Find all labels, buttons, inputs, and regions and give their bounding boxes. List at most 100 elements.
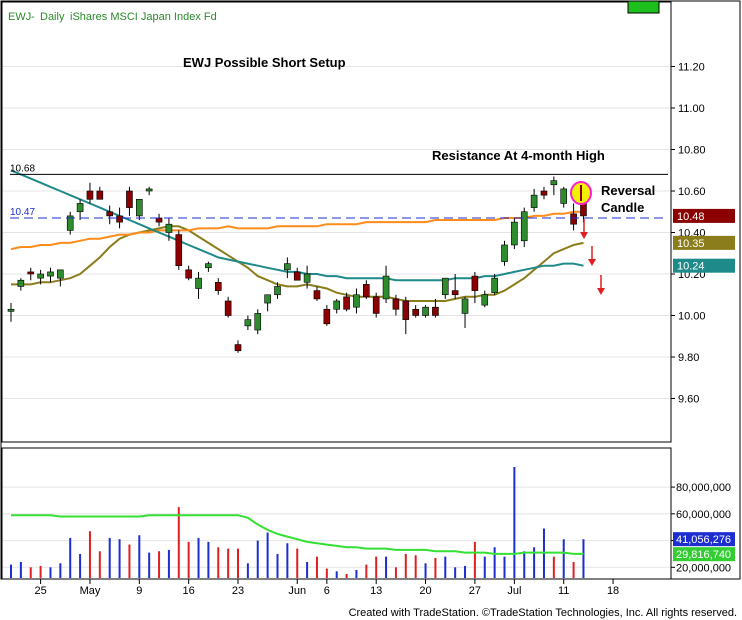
price-tick-label: 10.60 [678,186,706,198]
candle-body [451,290,459,296]
candle-body [205,263,212,269]
candle-body [7,308,15,312]
price-tag-label: 10.24 [677,261,705,273]
price-tick-label: 11.00 [678,103,705,115]
volume-tag-label: 29,816,740 [676,549,731,561]
price-tick-label: 10.80 [678,145,706,157]
price-tag-label: 10.48 [677,211,705,223]
candle-body [195,277,202,289]
candle-body [165,223,173,233]
candle-body [185,269,192,279]
resistance-level-label: 10.68 [10,163,35,174]
candle-body [353,294,360,308]
candle-body [540,190,548,196]
volume-tick-label: 60,000,000 [676,509,731,521]
volume-bars [10,467,585,578]
volume-average-line [11,514,584,555]
support-level-label: 10.47 [10,207,35,218]
date-tick-label: 27 [469,585,481,597]
date-axis: 25 May 9 16 23 Jun 6 13 20 27 Jul 11 18 [34,579,619,597]
candle-body [422,306,429,316]
candle-body [392,298,400,310]
price-grid [3,66,670,399]
candle-body [382,275,390,300]
volume-tags: 41,056,276 29,816,740 [673,532,735,562]
date-tick-label: 11 [558,585,569,597]
candle-body [343,296,350,310]
volume-tick-label: 80,000,000 [676,482,731,494]
date-tick-label: 25 [34,585,46,597]
down-arrows [580,219,605,295]
candle-body [323,308,331,325]
candle-body [511,221,518,246]
header-symbol: EWJ [8,11,31,23]
candle-body [313,290,321,300]
date-tick-label: May [80,585,101,597]
chart-title: EWJ Possible Short Setup [183,55,346,70]
reversal-annotation-line1: Reversal [601,183,655,198]
candle-body [481,294,489,306]
header-interval: Daily [40,11,65,23]
price-tick-label: 9.80 [678,352,699,364]
candle-body [86,190,94,200]
date-tick-label: Jun [288,585,306,597]
price-pane [1,1,672,443]
candle-body [293,271,301,281]
date-tick-label: 18 [607,585,619,597]
credit-text: Created with TradeStation. ©TradeStation… [349,607,737,619]
candle-body [560,188,568,204]
price-tick-label: 9.60 [678,394,699,406]
candle-body [461,298,469,314]
candle-body [106,211,113,217]
candle-body [520,211,528,242]
candle-body [96,190,104,200]
candle-body [27,271,35,275]
price-tick-label: 10.00 [678,311,706,323]
candle-body [441,277,449,296]
candle-body [372,296,380,314]
ma-line-1 [10,210,584,251]
candle-body [214,281,222,291]
candle-body [126,190,133,208]
date-tick-label: Jul [507,585,521,597]
candle-body [155,217,163,223]
candle-body [570,213,577,225]
candle-body [37,273,44,279]
candle-body [501,244,508,262]
date-tick-label: 20 [419,585,431,597]
ma-line-0 [11,225,584,302]
candle-body [471,275,479,291]
candle-body [224,300,232,316]
header-green-box [627,0,660,14]
candles [7,176,587,353]
date-tick-label: 6 [324,585,330,597]
candle-body [234,344,242,352]
price-tag-box [673,235,735,250]
candle-body [284,263,291,271]
candle-body [66,215,74,231]
candle-body [116,215,123,223]
date-tick-label: 16 [183,585,195,597]
header-sep: - [31,11,35,23]
candle-body [47,271,54,277]
volume-tag-box [673,547,735,562]
candle-body [303,273,311,283]
candle-body [432,306,439,316]
candle-body [145,188,153,192]
volume-tick-label: 20,000,000 [676,562,731,574]
candle-body [550,180,558,186]
price-tag-box [673,258,735,273]
candle-body [363,284,370,298]
candle-body [175,234,183,266]
date-tick-label: 13 [370,585,382,597]
price-tag-box [673,208,735,223]
candle-body [333,300,341,310]
volume-tag-label: 41,056,276 [676,534,731,546]
price-tags: 10.48 10.35 10.24 [673,208,735,273]
candle-body [491,277,498,293]
candle-body [402,300,410,320]
candle-body [530,194,538,208]
candle-body [274,286,281,296]
candle-body [254,313,262,331]
